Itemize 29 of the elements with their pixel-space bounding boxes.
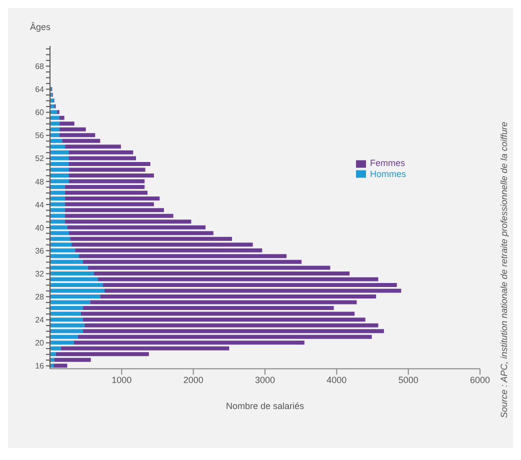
x-tick-label: 2000 (183, 375, 204, 386)
y-tick-label: 28 (35, 292, 45, 302)
x-tick-label: 4000 (326, 375, 347, 386)
y-tick-label: 36 (35, 246, 45, 256)
y-tick-label: 68 (35, 62, 45, 72)
y-tick-label: 20 (35, 338, 45, 348)
bar (103, 282, 397, 287)
y-tick-label: 48 (35, 177, 45, 186)
source-note: Source : APC, institution nationale de retraite professionnelle de la coiffure (499, 120, 509, 418)
y-tick-label: 16 (35, 362, 45, 371)
y-tick-label: 32 (35, 269, 45, 278)
x-tick-label: 5000 (398, 375, 418, 386)
x-tick-label: 1000 (112, 375, 132, 386)
bar (50, 185, 66, 190)
bar (65, 185, 145, 190)
y-tick-label: 60 (35, 108, 45, 118)
y-axis-title: Âges (30, 22, 51, 32)
y-tick-label: 44 (35, 200, 45, 210)
y-tick-label: 24 (35, 316, 45, 325)
bar (50, 282, 104, 287)
y-tick-label: 56 (35, 131, 45, 140)
legend-label: Hommes (370, 168, 406, 179)
legend-label: Femmes (370, 158, 406, 168)
y-tick-label: 64 (35, 85, 45, 94)
x-axis-title: Nombre de salariés (226, 400, 305, 411)
x-tick-label: 3000 (254, 375, 276, 386)
x-tick-label: 6000 (470, 375, 490, 386)
y-tick-label: 40 (35, 223, 45, 232)
y-tick-label: 52 (35, 154, 45, 164)
